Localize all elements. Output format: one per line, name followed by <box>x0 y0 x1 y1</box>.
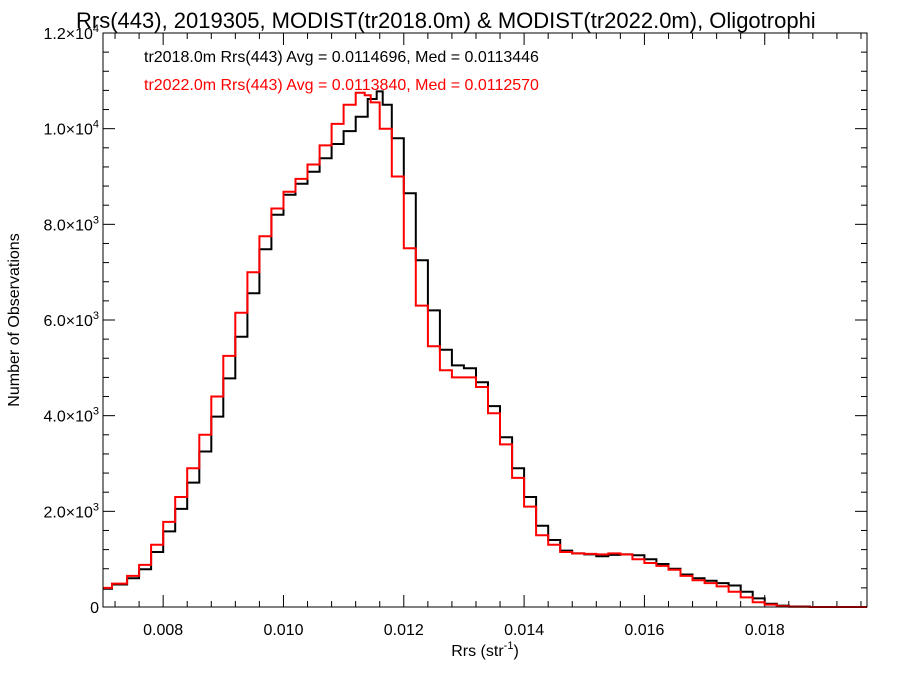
y-axis-ticks: 0 2.0×103 4.0×103 6.0×103 8.0×103 1.0×104 1.2×… <box>43 23 867 617</box>
series-line-1 <box>103 90 867 608</box>
legend-entry-2: tr2022.0m Rrs(443) Avg = 0.0113840, Med … <box>144 77 539 94</box>
legend-entry-1: tr2018.0m Rrs(443) Avg = 0.0114696, Med … <box>144 49 539 66</box>
x-tick-label: 0.012 <box>384 622 424 639</box>
x-tick-label: 0.008 <box>143 622 183 639</box>
x-tick-label: 0.018 <box>745 622 785 639</box>
x-axis-label-sup: -1 <box>504 640 514 652</box>
chart-title: Rrs(443), 2019305, MODIST(tr2018.0m) & M… <box>76 8 816 33</box>
x-tick-label: 0.010 <box>263 622 303 639</box>
plot-frame <box>102 32 868 608</box>
x-axis-label-main: Rrs (str <box>451 643 504 660</box>
y-axis-label: Number of Observations <box>6 233 23 406</box>
x-axis-label: Rrs (str-1) <box>451 640 519 660</box>
x-axis-ticks: 0.008 0.010 0.012 0.014 0.016 0.018 <box>114 33 862 639</box>
x-tick-label: 0.016 <box>624 622 664 639</box>
y-tick-label: 6.0×103 <box>43 310 99 330</box>
series-layer <box>103 90 867 608</box>
y-tick-label: 1.2×104 <box>43 23 99 43</box>
y-tick-label: 1.0×104 <box>43 119 99 139</box>
legend: tr2018.0m Rrs(443) Avg = 0.0114696, Med … <box>144 49 539 94</box>
x-tick-label: 0.014 <box>504 622 544 639</box>
series-line-2 <box>103 91 867 608</box>
y-tick-label: 8.0×103 <box>43 214 99 234</box>
x-axis-label-end: ) <box>513 643 518 660</box>
y-tick-label: 2.0×103 <box>43 501 99 521</box>
y-tick-label: 0 <box>90 600 99 617</box>
y-tick-label: 4.0×103 <box>43 406 99 426</box>
